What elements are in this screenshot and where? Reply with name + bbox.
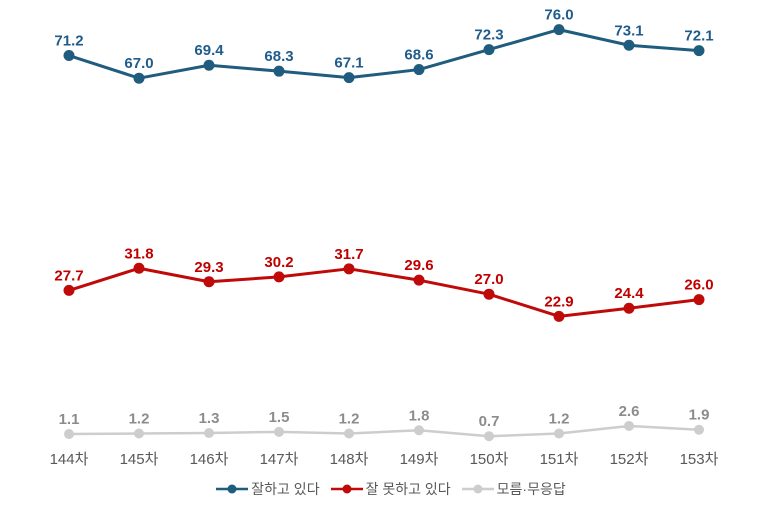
data-point [343, 263, 355, 275]
data-point [64, 429, 74, 440]
data-point [483, 288, 495, 300]
data-point [63, 50, 75, 62]
data-point [693, 45, 705, 57]
data-point [623, 39, 635, 51]
data-label: 29.6 [404, 257, 433, 274]
x-axis-label: 153차 [680, 451, 719, 468]
data-point [413, 274, 425, 286]
legend-label-dont-know: 모름·무응답 [496, 481, 566, 497]
x-axis-label: 148차 [330, 451, 369, 468]
x-axis-label: 146차 [190, 451, 229, 468]
x-axis-label: 152차 [610, 451, 649, 468]
chart-svg: 71.2 67.0 69.4 68.3 67.1 68.6 72.3 76.0 73.1 72.1… [50, 7, 719, 468]
data-label: 69.4 [194, 42, 224, 59]
data-label: 68.6 [404, 47, 433, 64]
series-line-1 [67, 266, 701, 318]
series-line-0 [67, 28, 701, 80]
data-label: 1.9 [689, 407, 710, 424]
data-point [133, 72, 145, 84]
legend-label-doing-well: 잘하고 있다 [251, 481, 320, 497]
data-label: 1.2 [339, 411, 360, 428]
data-label: 2.6 [619, 403, 640, 420]
data-point [414, 425, 424, 436]
legend-marker-glyph [461, 484, 494, 494]
data-label: 27.7 [54, 267, 83, 284]
data-label: 73.1 [614, 22, 643, 39]
data-label: 31.7 [334, 246, 363, 263]
data-point [273, 65, 285, 77]
data-point [624, 420, 634, 431]
data-point [694, 424, 704, 435]
data-point [343, 72, 355, 84]
x-axis-label: 144차 [50, 451, 89, 468]
legend-item-dont-know: 모름·무응답 [461, 479, 566, 499]
data-label: 22.9 [544, 293, 573, 310]
data-point [133, 262, 145, 274]
data-point [344, 428, 354, 439]
data-point [63, 284, 75, 296]
data-label: 1.2 [549, 411, 570, 428]
data-label: 67.0 [124, 55, 153, 72]
data-point [693, 294, 705, 306]
legend-line-dot-marker-red [330, 483, 364, 495]
legend-line-dot-marker-blue [215, 483, 249, 495]
x-axis-label: 150차 [470, 451, 509, 468]
data-label: 29.3 [194, 259, 223, 276]
legend-line-dot-marker-gray [461, 483, 495, 495]
data-label: 0.7 [479, 413, 500, 430]
data-point [203, 276, 215, 288]
data-label: 67.1 [334, 55, 363, 72]
data-label: 30.2 [264, 254, 293, 271]
x-axis-label: 147차 [260, 451, 299, 468]
data-label: 1.1 [59, 411, 80, 428]
data-label: 72.1 [684, 28, 713, 45]
data-point [413, 64, 425, 76]
legend-item-doing-well: 잘하고 있다 [215, 479, 320, 499]
data-label: 71.2 [54, 33, 83, 50]
x-axis-label: 151차 [540, 451, 579, 468]
data-label: 31.8 [124, 245, 153, 262]
data-label: 76.0 [544, 7, 573, 24]
data-point [484, 431, 494, 442]
data-point [554, 428, 564, 439]
legend-label-not-doing-well: 잘 못하고 있다 [365, 481, 451, 497]
legend-marker-glyph [216, 484, 249, 494]
data-point [204, 427, 214, 438]
data-point [623, 302, 635, 314]
data-label: 1.2 [129, 411, 150, 428]
data-label: 1.3 [199, 410, 220, 427]
data-point [273, 271, 285, 283]
series-line-2 [67, 424, 701, 438]
data-point [553, 24, 565, 36]
data-label: 1.5 [269, 409, 290, 426]
chart-legend: 잘하고 있다 잘 못하고 있다 모름·무응답 [0, 479, 781, 499]
data-point [203, 59, 215, 71]
data-point [553, 310, 565, 322]
data-label: 68.3 [264, 48, 293, 65]
data-label: 24.4 [614, 285, 644, 302]
data-label: 27.0 [474, 271, 503, 288]
x-axis-label: 145차 [120, 451, 159, 468]
data-point [134, 428, 144, 439]
data-label: 1.8 [409, 407, 430, 424]
x-axis-label: 149차 [400, 451, 439, 468]
data-label: 26.0 [684, 277, 713, 294]
data-point [274, 426, 284, 437]
legend-item-not-doing-well: 잘 못하고 있다 [330, 479, 451, 499]
legend-marker-glyph [330, 484, 363, 494]
data-point [483, 44, 495, 56]
data-label: 72.3 [474, 27, 503, 44]
